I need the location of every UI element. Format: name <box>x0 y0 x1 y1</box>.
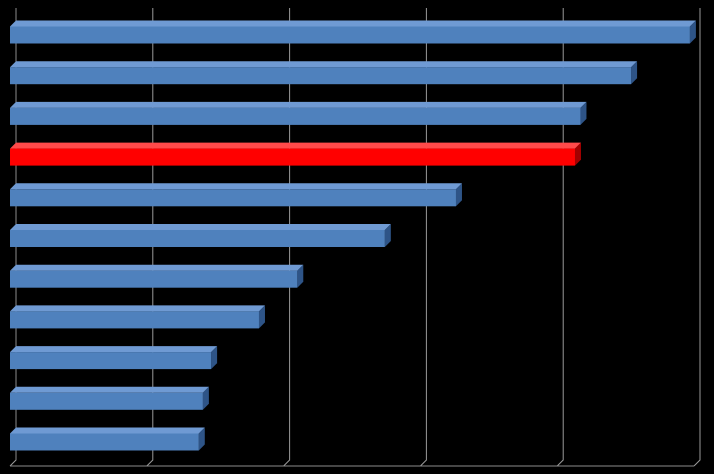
bar-top-face <box>10 386 209 393</box>
bar-front-face <box>10 270 298 288</box>
bar <box>10 101 587 125</box>
bar-top-face <box>10 224 391 230</box>
bar-top-face <box>10 346 218 353</box>
bar-end-face <box>258 305 265 329</box>
bar-highlighted <box>10 142 581 166</box>
bar <box>10 264 304 288</box>
bar-front-face <box>10 107 581 125</box>
bar-top-face <box>10 142 581 149</box>
bar <box>10 386 209 410</box>
bar-top-face <box>10 20 696 27</box>
bar-front-face <box>10 311 259 329</box>
bar-front-face <box>10 392 203 410</box>
bar <box>10 305 265 329</box>
bar-top-face <box>10 264 304 271</box>
bar-end-face <box>455 183 462 207</box>
bar-front-face <box>10 148 575 166</box>
bar-end-face <box>202 386 209 410</box>
gridline-5 <box>693 8 701 467</box>
bar-front-face <box>10 352 212 370</box>
bar-end-face <box>580 101 587 125</box>
bar-end-face <box>211 346 218 370</box>
bar-front-face <box>10 67 632 85</box>
bar-top-face <box>10 61 638 68</box>
bars <box>10 20 696 451</box>
bar-top-face <box>10 427 205 434</box>
bar-top-face <box>10 183 462 190</box>
bar-front-face <box>10 433 199 451</box>
bar <box>10 20 696 44</box>
bar <box>10 61 638 85</box>
bar-end-face <box>574 142 581 166</box>
bar-top-face <box>10 305 265 312</box>
bar-end-face <box>631 61 638 85</box>
bar-front-face <box>10 189 456 207</box>
bar-front-face <box>10 26 690 44</box>
bar-end-face <box>198 427 205 451</box>
bar <box>10 224 391 247</box>
bar <box>10 427 205 451</box>
bar-front-face <box>10 230 385 247</box>
bar <box>10 346 218 370</box>
bar-end-face <box>689 20 696 44</box>
bar-end-face <box>384 224 391 247</box>
bar-end-face <box>297 264 304 288</box>
bar <box>10 183 462 207</box>
bar-top-face <box>10 101 587 108</box>
